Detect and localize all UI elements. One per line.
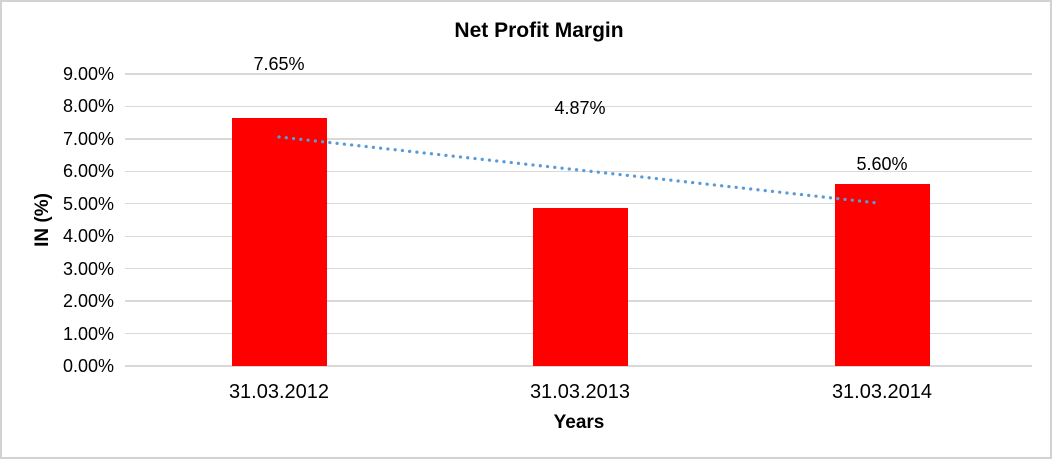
gridline [125, 365, 1032, 367]
y-tick-label: 2.00% [62, 291, 114, 312]
bar-31.03.2014 [834, 184, 930, 366]
y-tick-label: 3.00% [62, 258, 114, 279]
x-axis-title: Years [553, 412, 605, 433]
y-tick-label: 9.00% [62, 64, 114, 84]
chart-title: Net Profit Margin [454, 19, 624, 42]
y-tick-label: 0.00% [62, 356, 114, 376]
y-tick-label: 6.00% [62, 161, 114, 182]
y-tick-label: 1.00% [62, 323, 114, 344]
y-tick-label: 7.00% [62, 128, 114, 149]
x-tick-label: 31.03.2014 [831, 381, 933, 403]
y-tick-label: 8.00% [62, 96, 114, 117]
data-label: 5.60% [856, 153, 908, 174]
x-tick-label: 31.03.2013 [529, 381, 631, 403]
gridline [125, 105, 1032, 108]
x-tick-label: 31.03.2012 [228, 381, 330, 403]
data-label: 4.87% [554, 98, 606, 119]
gridline [125, 73, 1032, 75]
bar-31.03.2012 [231, 117, 327, 366]
y-tick-label: 5.00% [62, 193, 114, 214]
y-tick-label: 4.00% [62, 226, 114, 247]
bar-31.03.2013 [532, 207, 628, 366]
data-label: 7.65% [253, 53, 305, 74]
